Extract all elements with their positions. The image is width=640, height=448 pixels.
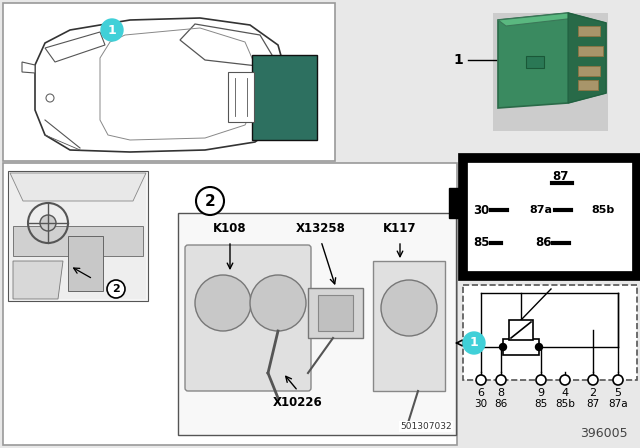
Circle shape xyxy=(196,187,224,215)
Text: 5: 5 xyxy=(614,388,621,398)
Circle shape xyxy=(536,344,543,350)
Bar xyxy=(493,13,608,131)
Bar xyxy=(178,213,456,435)
Text: 8: 8 xyxy=(497,388,504,398)
Text: 2: 2 xyxy=(589,388,596,398)
Polygon shape xyxy=(10,173,146,201)
Bar xyxy=(578,46,603,56)
Circle shape xyxy=(613,375,623,385)
Text: 4: 4 xyxy=(561,388,568,398)
Bar xyxy=(578,66,600,76)
Circle shape xyxy=(107,280,125,298)
Text: 9: 9 xyxy=(538,388,545,398)
Polygon shape xyxy=(498,13,576,26)
Text: X13258: X13258 xyxy=(296,223,346,236)
Bar xyxy=(463,285,637,380)
Bar xyxy=(503,339,539,355)
Bar xyxy=(228,72,254,122)
Text: 87a: 87a xyxy=(529,205,552,215)
Bar xyxy=(636,188,640,218)
Circle shape xyxy=(499,344,506,350)
Text: 396005: 396005 xyxy=(580,427,628,440)
Circle shape xyxy=(101,19,123,41)
Bar xyxy=(373,261,445,391)
Text: 87: 87 xyxy=(552,169,568,182)
Text: 30: 30 xyxy=(474,399,488,409)
Text: 501307032: 501307032 xyxy=(401,422,452,431)
Text: 85b: 85b xyxy=(555,399,575,409)
Circle shape xyxy=(195,275,251,331)
Bar xyxy=(578,26,600,36)
Bar xyxy=(449,188,464,218)
Polygon shape xyxy=(22,62,35,73)
Bar xyxy=(318,295,353,331)
Bar xyxy=(10,173,146,299)
Circle shape xyxy=(560,375,570,385)
FancyBboxPatch shape xyxy=(185,245,311,391)
Circle shape xyxy=(588,375,598,385)
Text: K108: K108 xyxy=(213,223,247,236)
Polygon shape xyxy=(180,24,275,68)
Polygon shape xyxy=(45,32,105,62)
Bar xyxy=(526,56,544,68)
Circle shape xyxy=(40,215,56,231)
Bar xyxy=(13,226,143,256)
Text: 2: 2 xyxy=(205,194,216,208)
Bar xyxy=(509,320,533,340)
Text: 85b: 85b xyxy=(591,205,614,215)
Text: 86: 86 xyxy=(535,237,551,250)
Text: 30: 30 xyxy=(473,203,489,216)
Circle shape xyxy=(250,275,306,331)
Text: 1: 1 xyxy=(470,336,478,349)
Bar xyxy=(3,3,335,161)
Polygon shape xyxy=(568,13,606,103)
Bar xyxy=(252,55,317,140)
Bar xyxy=(8,171,148,301)
Text: 1: 1 xyxy=(108,23,116,36)
Bar xyxy=(68,236,103,291)
Bar xyxy=(463,158,637,276)
Text: 86: 86 xyxy=(494,399,508,409)
Circle shape xyxy=(46,94,54,102)
Bar xyxy=(3,163,457,445)
Text: X10226: X10226 xyxy=(273,396,323,409)
Polygon shape xyxy=(13,261,63,299)
Text: 1: 1 xyxy=(453,53,463,67)
Text: K117: K117 xyxy=(383,223,417,236)
Text: 85: 85 xyxy=(473,237,489,250)
Bar xyxy=(308,288,363,338)
Polygon shape xyxy=(35,18,285,152)
Text: 87: 87 xyxy=(586,399,600,409)
Text: 6: 6 xyxy=(477,388,484,398)
Polygon shape xyxy=(498,13,606,108)
Circle shape xyxy=(536,375,546,385)
Circle shape xyxy=(496,375,506,385)
Circle shape xyxy=(476,375,486,385)
Circle shape xyxy=(463,332,485,354)
Text: 2: 2 xyxy=(112,284,120,294)
Text: 85: 85 xyxy=(534,399,548,409)
Bar xyxy=(578,80,598,90)
Text: 87a: 87a xyxy=(608,399,628,409)
Circle shape xyxy=(381,280,437,336)
